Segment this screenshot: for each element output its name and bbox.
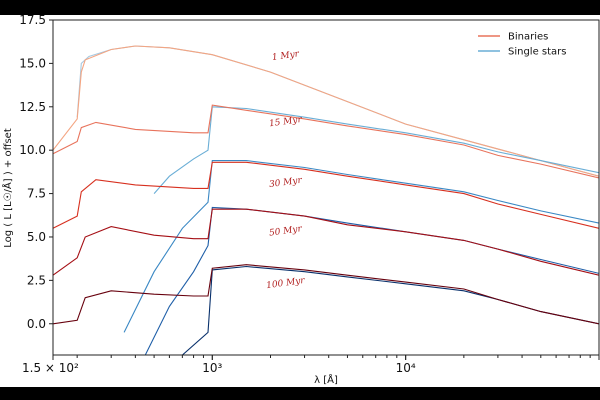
legend-label-1: Single stars: [508, 47, 567, 58]
series-single-age-1: [153, 106, 599, 194]
y-tick-label-7: 17.5: [19, 13, 46, 27]
y-tick-label-2: 5.0: [27, 230, 46, 244]
y-tick-label-5: 12.5: [19, 100, 46, 114]
legend: Binaries Single stars: [478, 32, 567, 58]
age-label-1: 15 Myr: [269, 115, 304, 130]
chart-background: [0, 15, 600, 387]
legend-label-0: Binaries: [508, 32, 548, 43]
series-group: [53, 45, 599, 355]
y-axis: 0.0 2.5 5.0 7.5 10.0 12.5 15.0 17.5: [19, 13, 53, 331]
series-single-age-2: [123, 160, 599, 333]
series-binary-age-0: [53, 45, 599, 177]
y-axis-title: Log ( L [L☉/Å] ) + offset: [1, 128, 14, 248]
x-tick-label-1: 10³: [202, 361, 222, 375]
y-tick-label-4: 10.0: [19, 143, 46, 157]
y-tick-label-3: 7.5: [27, 187, 46, 201]
y-tick-label-6: 15.0: [19, 56, 46, 70]
y-tick-label-1: 2.5: [27, 273, 46, 287]
x-tick-label-2: 10⁴: [396, 361, 416, 375]
series-binary-age-2: [53, 161, 599, 229]
y-tick-label-0: 0.0: [27, 317, 46, 331]
plot-frame: [52, 19, 600, 356]
x-tick-label-0: 1.5 × 10²: [22, 361, 79, 375]
series-binary-age-4: [53, 264, 599, 325]
x-axis-title: λ [Å]: [314, 373, 338, 386]
age-label-0: 1 Myr: [271, 49, 300, 63]
age-label-3: 50 Myr: [269, 224, 304, 239]
series-binary-age-3: [53, 208, 599, 276]
series-binary-age-1: [53, 104, 599, 179]
age-label-2: 30 Myr: [269, 176, 304, 191]
x-axis: 1.5 × 10² 10³ 10⁴: [22, 355, 600, 375]
